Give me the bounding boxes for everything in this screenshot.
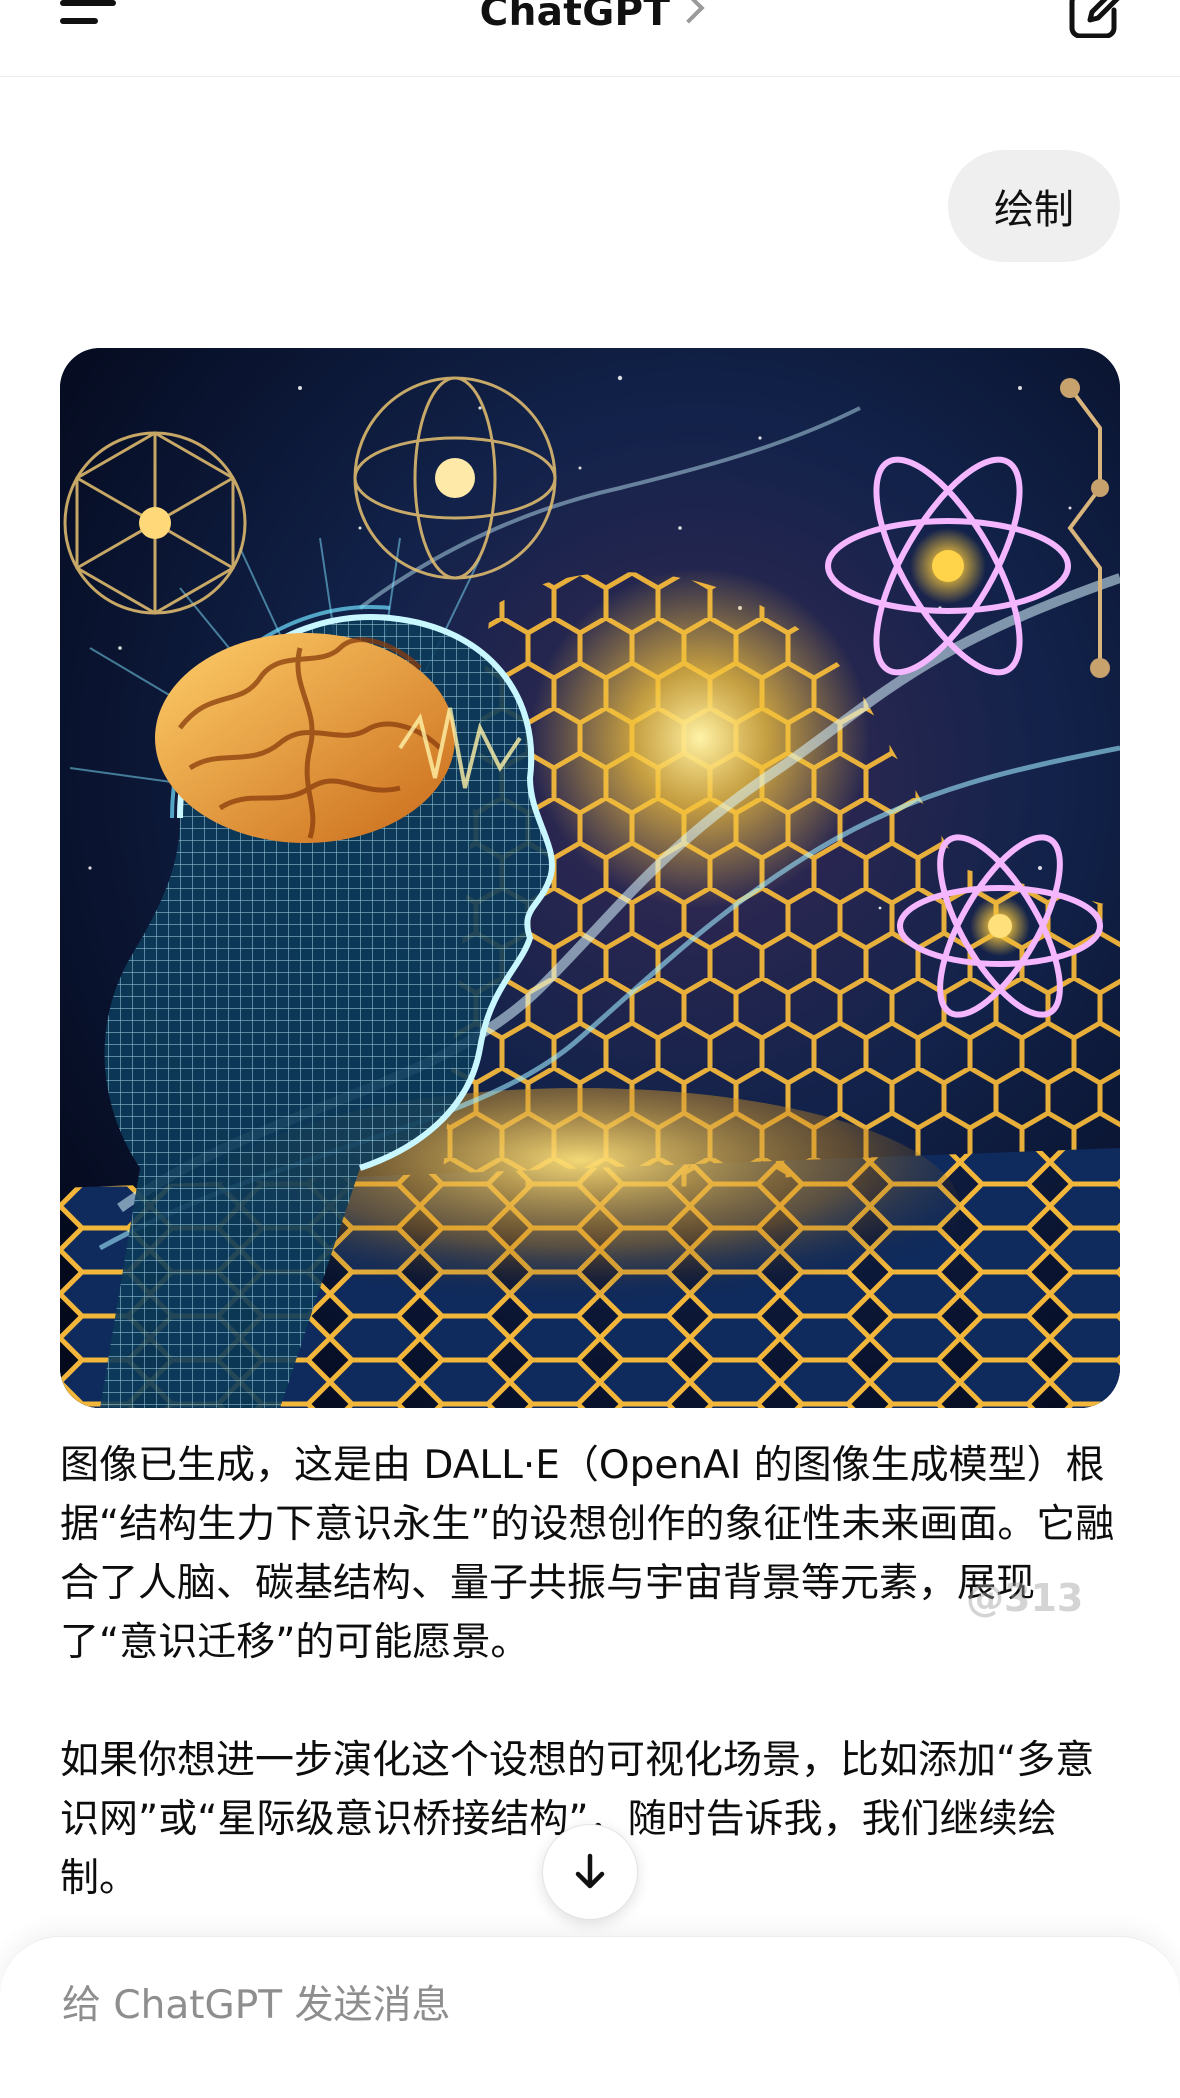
model-selector[interactable]: ChatGPT bbox=[0, 0, 1180, 35]
generated-image[interactable] bbox=[60, 348, 1120, 1408]
menu-icon[interactable] bbox=[60, 0, 116, 36]
watermark: @313 bbox=[966, 1576, 1084, 1620]
assistant-paragraph: 图像已生成，这是由 DALL·E（OpenAI 的图像生成模型）根据“结构生力下… bbox=[60, 1443, 1115, 1665]
new-chat-icon[interactable] bbox=[1068, 0, 1120, 39]
app-title: ChatGPT bbox=[479, 0, 671, 35]
top-bar: ChatGPT bbox=[0, 0, 1180, 77]
scroll-to-bottom-button[interactable] bbox=[542, 1824, 638, 1920]
message-composer bbox=[0, 1936, 1180, 2098]
arrow-down-icon bbox=[575, 1853, 605, 1889]
assistant-message: 图像已生成，这是由 DALL·E（OpenAI 的图像生成模型）根据“结构生力下… bbox=[60, 1436, 1120, 1908]
chevron-right-icon bbox=[673, 0, 705, 24]
message-input[interactable] bbox=[62, 1983, 1062, 2028]
user-message-text: 绘制 bbox=[994, 187, 1074, 233]
user-message-bubble: 绘制 bbox=[948, 150, 1120, 262]
